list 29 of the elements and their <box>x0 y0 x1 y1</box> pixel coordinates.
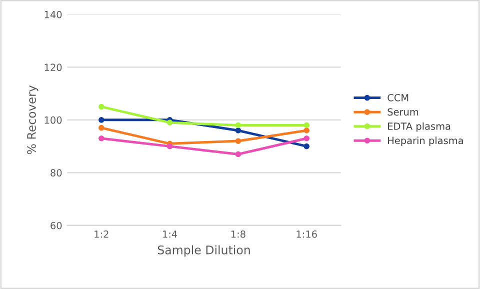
point <box>98 117 104 123</box>
y-tick-label: 120 <box>44 64 62 72</box>
point <box>235 128 242 134</box>
point <box>235 151 242 158</box>
legend-label: Serum <box>388 108 418 116</box>
point <box>98 104 104 110</box>
y-tick-label: 140 <box>44 10 62 18</box>
y-tick-label: 80 <box>50 169 62 177</box>
point <box>166 120 173 126</box>
legend-label: CCM <box>388 94 408 102</box>
y-tick-label: 60 <box>50 222 62 230</box>
x-tick-label: 1:2 <box>94 230 108 238</box>
point <box>235 138 242 144</box>
point <box>304 122 310 128</box>
x-tick-label: 1:8 <box>231 230 246 238</box>
y-axis-title: % Recovery <box>27 85 38 154</box>
point <box>98 124 104 131</box>
y-tick-label: 100 <box>44 116 62 124</box>
point <box>304 135 310 142</box>
point <box>304 143 310 150</box>
x-tick-label: 1:4 <box>163 230 178 238</box>
point <box>304 128 310 134</box>
legend-label: Heparin plasma <box>388 136 463 146</box>
x-axis-title: Sample Dilution <box>158 245 250 257</box>
legend-label: EDTA plasma <box>388 122 450 132</box>
point <box>98 135 104 142</box>
point <box>166 143 173 150</box>
point <box>235 122 242 128</box>
x-tick-label: 1:16 <box>296 230 317 238</box>
